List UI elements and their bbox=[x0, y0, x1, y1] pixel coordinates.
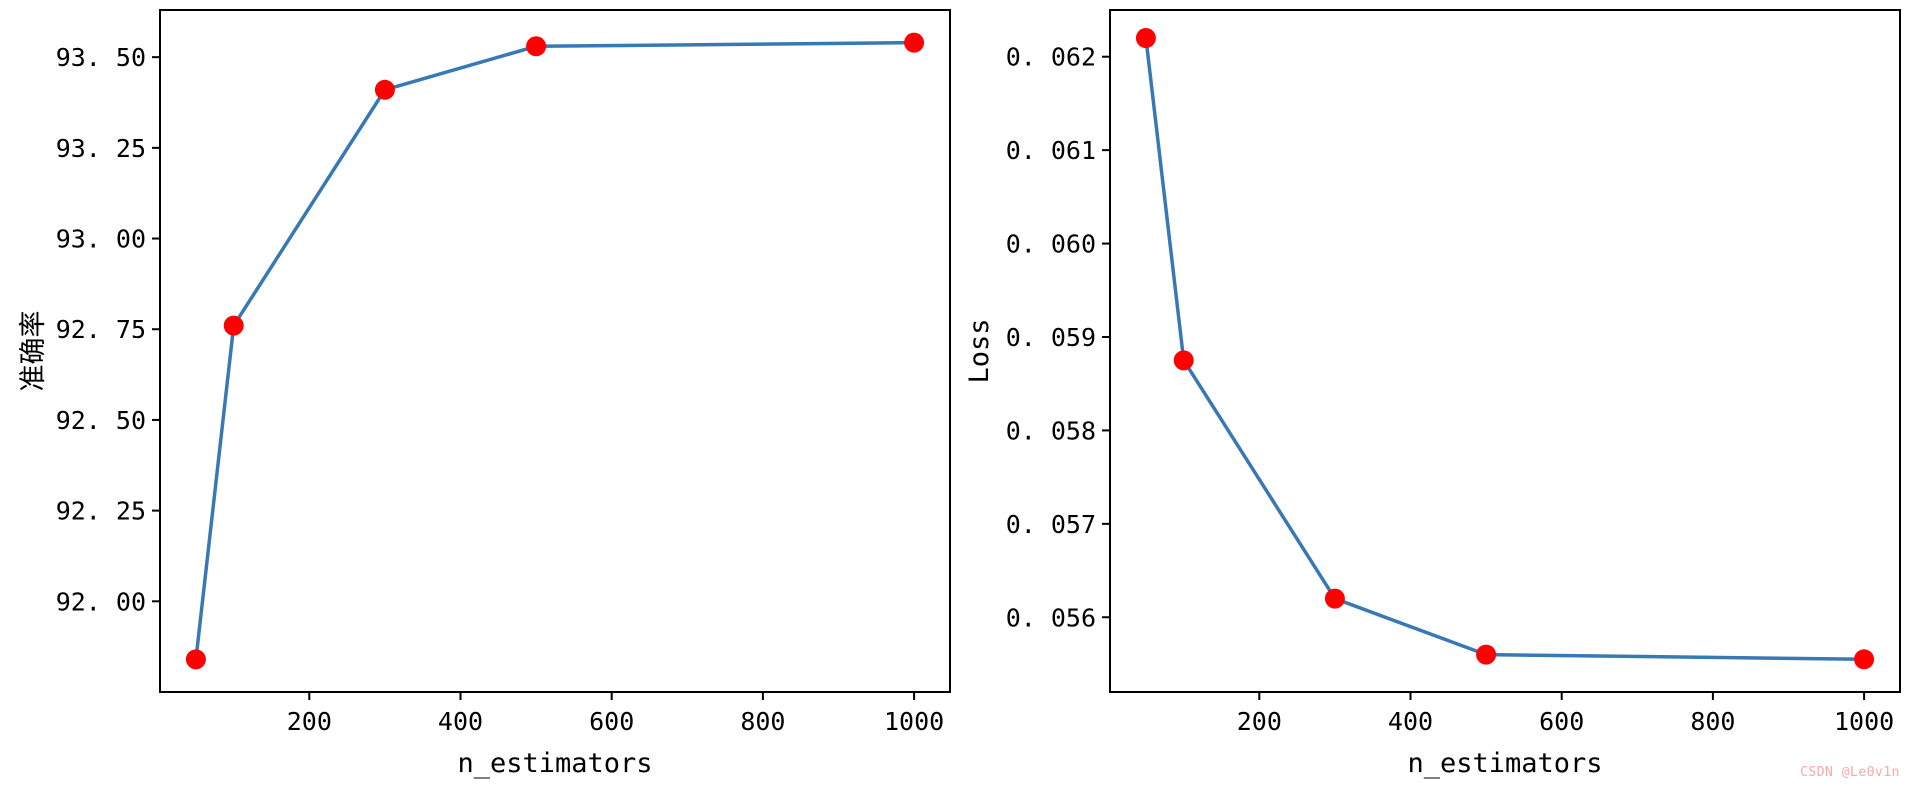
line-series bbox=[1144, 36, 1866, 662]
data-point-marker bbox=[223, 315, 244, 336]
x-tick-label: 400 bbox=[1388, 707, 1433, 736]
y-tick-label: 93. 25 bbox=[56, 134, 146, 163]
data-point-marker bbox=[185, 649, 206, 670]
data-point-marker bbox=[1854, 649, 1875, 670]
x-tick-label: 800 bbox=[740, 707, 785, 736]
y-tick-label: 0. 057 bbox=[1006, 510, 1096, 539]
y-tick-label: 0. 056 bbox=[1006, 603, 1096, 632]
data-point-marker bbox=[526, 36, 547, 57]
loss-chart: 200 400 600 800 1000 0. 056 0. 057 0. 058 0. 059… bbox=[964, 9, 1901, 779]
x-tick-label: 400 bbox=[438, 707, 483, 736]
y-tick-label: 0. 061 bbox=[1006, 136, 1096, 165]
y-tick-label: 0. 062 bbox=[1006, 43, 1096, 72]
x-tick-label: 200 bbox=[1237, 707, 1282, 736]
data-point-marker bbox=[1173, 350, 1194, 371]
y-tick-label: 0. 058 bbox=[1006, 416, 1096, 445]
data-point-marker bbox=[1476, 644, 1497, 665]
x-axis-label: n_estimators bbox=[457, 748, 652, 779]
plot-frame bbox=[1109, 9, 1901, 693]
y-tick-label: 0. 059 bbox=[1006, 323, 1096, 352]
y-tick-label: 92. 00 bbox=[56, 587, 146, 616]
accuracy-chart: 200 400 600 800 1000 92. 00 92. 25 92. 50 92. 75… bbox=[18, 9, 951, 779]
y-tick-label: 92. 50 bbox=[56, 406, 146, 435]
y-tick-label: 93. 50 bbox=[56, 43, 146, 72]
data-point-marker bbox=[904, 32, 925, 53]
x-tick-label: 800 bbox=[1690, 707, 1735, 736]
x-tick-label: 600 bbox=[1539, 707, 1584, 736]
x-axis-label: n_estimators bbox=[1407, 748, 1602, 779]
y-axis-label: 准确率 bbox=[18, 311, 49, 392]
data-point-marker bbox=[1324, 588, 1345, 609]
data-point-marker bbox=[374, 79, 395, 100]
y-tick-label: 92. 75 bbox=[56, 315, 146, 344]
data-point-marker bbox=[1135, 28, 1156, 49]
y-tick-label: 92. 25 bbox=[56, 497, 146, 526]
y-tick-label: 93. 00 bbox=[56, 225, 146, 254]
y-tick-label: 0. 060 bbox=[1006, 230, 1096, 259]
plot-frame bbox=[159, 9, 951, 693]
x-tick-label: 1000 bbox=[1834, 707, 1894, 736]
x-tick-label: 1000 bbox=[884, 707, 944, 736]
watermark: CSDN @Le0v1n bbox=[1800, 765, 1900, 780]
x-tick-label: 600 bbox=[589, 707, 634, 736]
line-series bbox=[194, 40, 916, 662]
x-tick-label: 200 bbox=[287, 707, 332, 736]
y-axis-label: Loss bbox=[964, 318, 995, 383]
